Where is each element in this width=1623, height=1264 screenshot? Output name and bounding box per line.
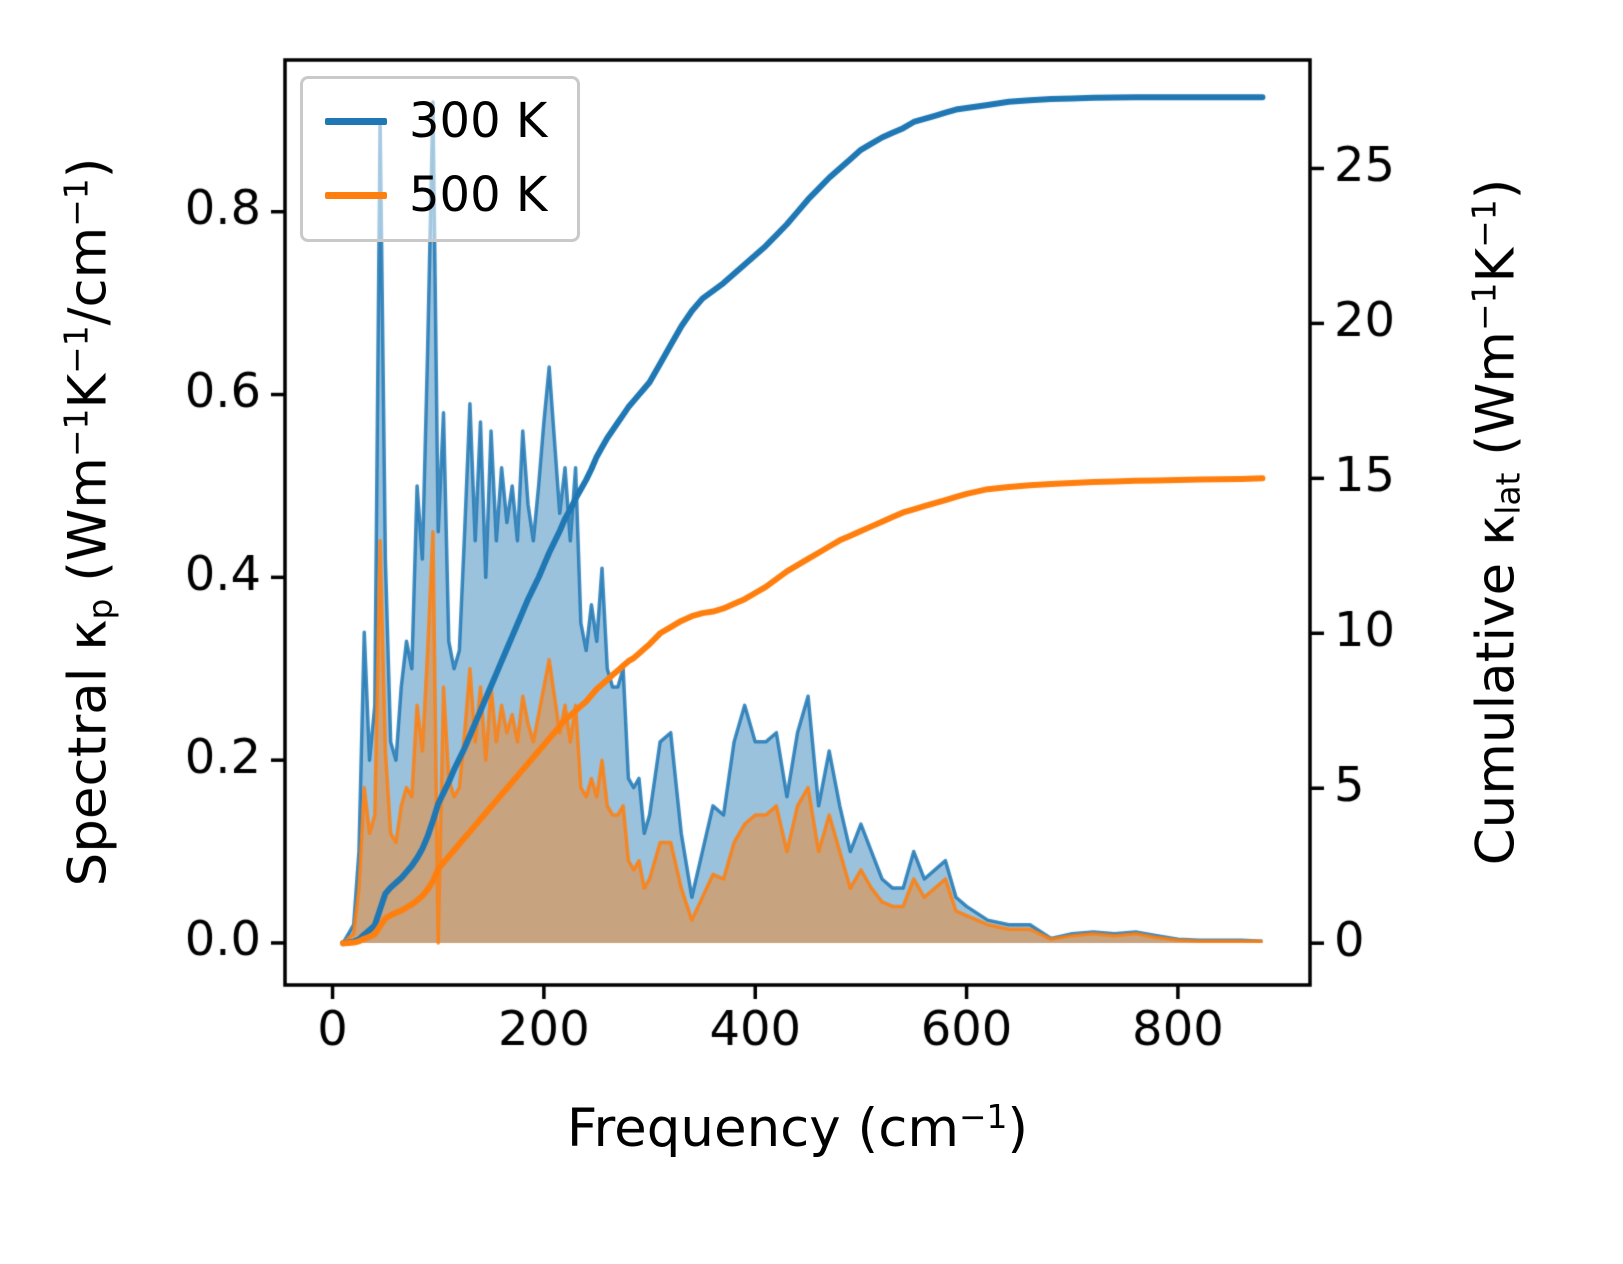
x-axis-label: Frequency (cm−1) xyxy=(566,1096,1029,1159)
legend-line-500k-icon xyxy=(325,192,387,200)
legend-label-500k: 500 K xyxy=(409,166,548,223)
legend-item-500k: 500 K xyxy=(325,166,548,223)
legend-label-300k: 300 K xyxy=(409,93,548,149)
legend-item-300k: 300 K xyxy=(325,93,548,149)
y-axis-label-left: Spectral κp (Wm−1K−1/cm−1) xyxy=(56,157,120,887)
legend: 300 K 500 K xyxy=(300,76,581,242)
legend-line-300k-icon xyxy=(325,118,387,126)
y-axis-label-right: Cumulative κlat (Wm−1K−1) xyxy=(1464,178,1528,866)
